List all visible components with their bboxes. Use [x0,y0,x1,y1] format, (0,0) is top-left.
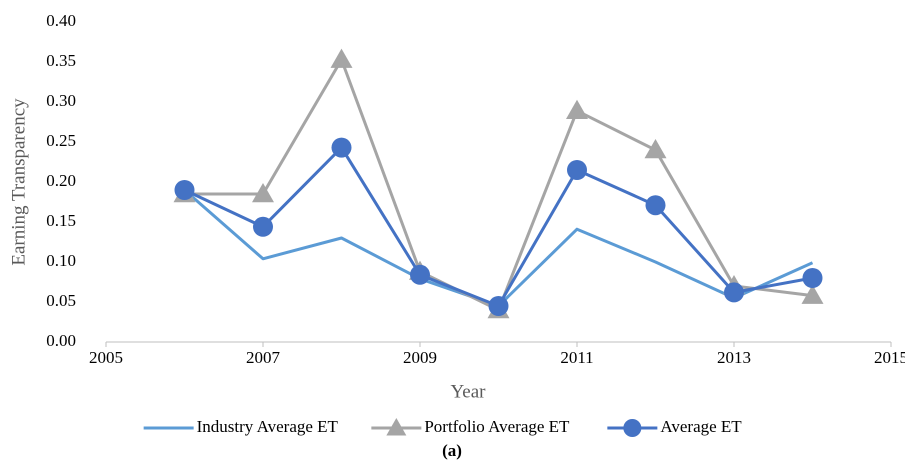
y-tick-label: 0.20 [46,171,76,190]
x-tick-label: 2007 [246,348,281,367]
marker [802,268,823,288]
legend-label: Average ET [660,417,742,436]
legend-label: Portfolio Average ET [424,417,570,436]
marker [567,160,587,180]
series-line [183,188,814,308]
caption: (a) [442,441,462,460]
y-tick-label: 0.35 [46,51,76,70]
marker [253,216,273,237]
marker [331,137,352,158]
x-tick-label: 2011 [560,348,593,367]
marker [488,296,509,316]
y-tick-label: 0.00 [46,331,76,350]
series-line [183,146,813,308]
y-tick-label: 0.25 [46,131,76,150]
x-tick-label: 2013 [717,348,751,367]
marker [801,284,824,304]
marker [724,282,744,303]
marker [644,139,667,159]
marker [566,99,588,120]
marker [330,48,353,68]
y-tick-label: 0.30 [46,91,76,110]
marker [645,195,666,216]
series-line [184,58,813,312]
y-tick-label: 0.40 [46,11,76,30]
marker [410,264,430,285]
y-tick-label: 0.05 [46,291,76,310]
y-tick-label: 0.10 [46,251,76,270]
y-tick-label: 0.15 [46,211,76,230]
x-tick-label: 2015 [874,348,905,367]
marker [252,183,274,203]
legend-label: Industry Average ET [197,417,339,436]
y-axis-title: Earning Transparency [8,98,29,266]
legend-marker [386,418,407,436]
x-axis-title: Year [450,381,486,402]
legend-marker [623,419,642,437]
x-tick-label: 2009 [403,348,437,367]
x-tick-label: 2005 [89,348,123,367]
marker [174,180,195,200]
